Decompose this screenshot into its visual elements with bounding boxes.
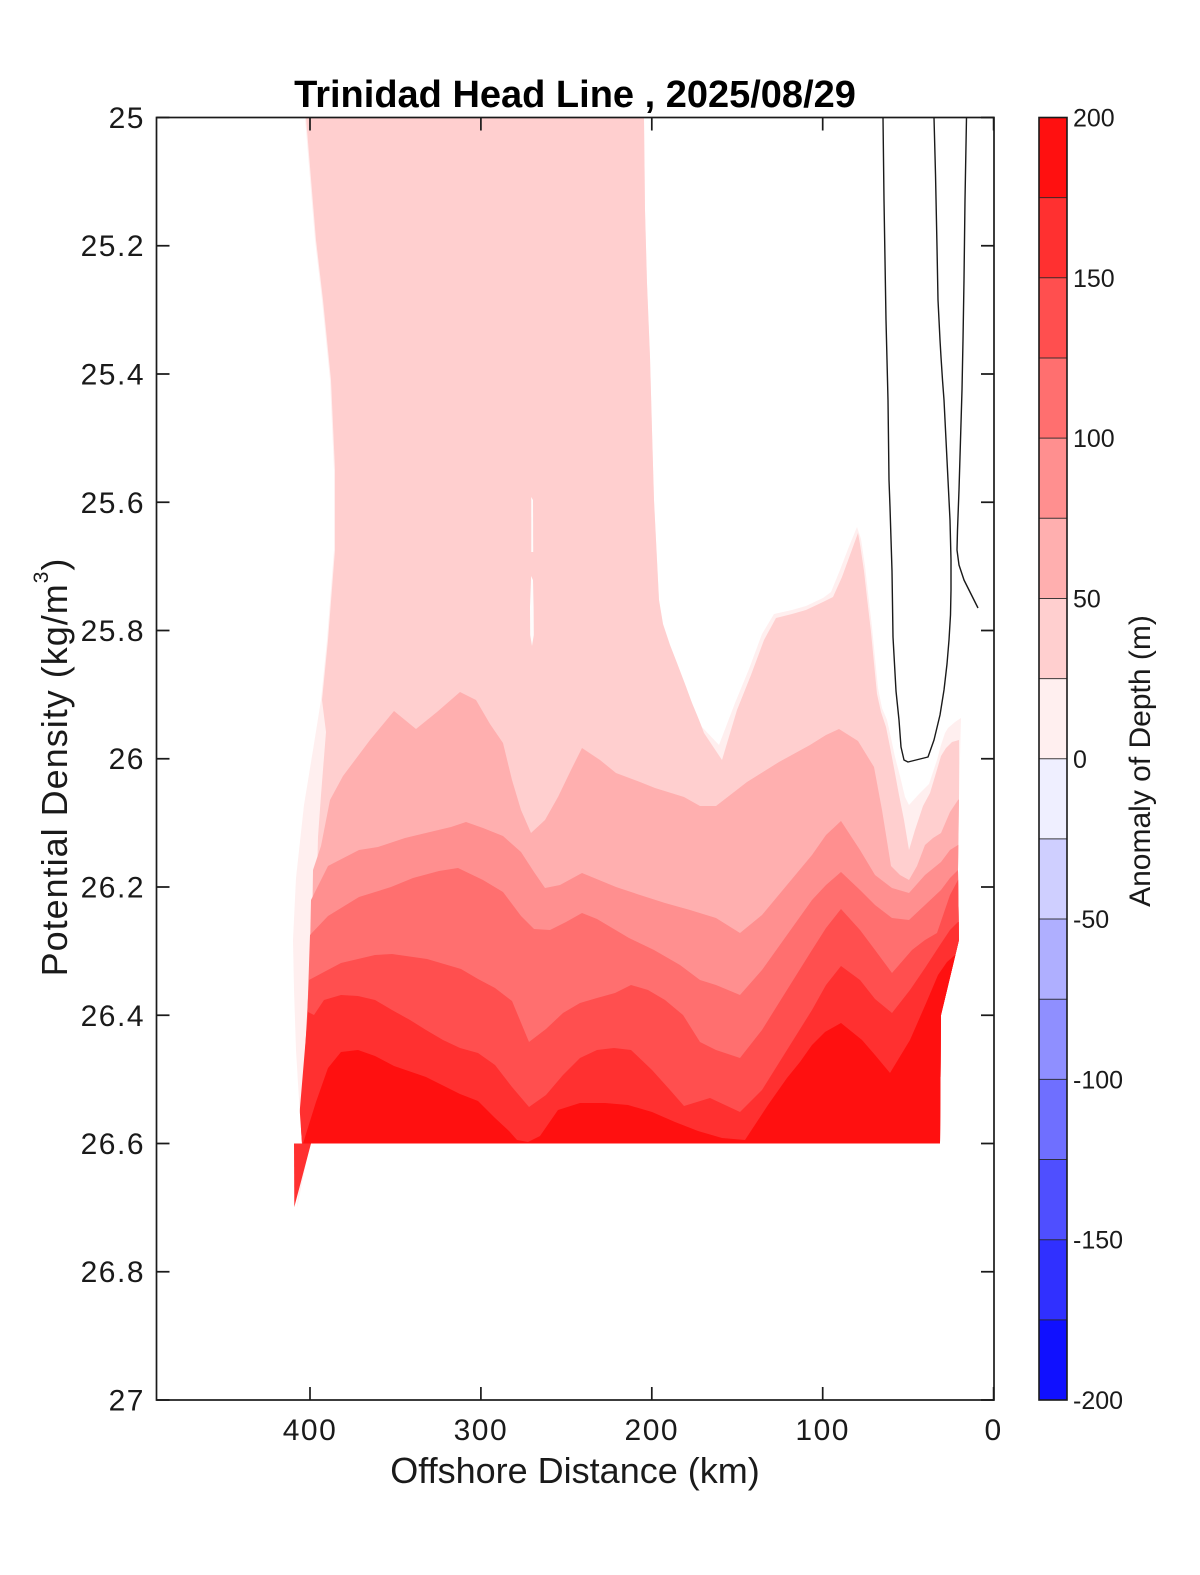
svg-text:100: 100 (795, 1414, 850, 1447)
svg-text:-150: -150 (1073, 1227, 1123, 1255)
svg-text:25.6: 25.6 (81, 487, 145, 520)
svg-text:150: 150 (1073, 265, 1115, 293)
svg-text:Offshore Distance (km): Offshore Distance (km) (390, 1450, 759, 1491)
svg-text:-50: -50 (1073, 906, 1109, 934)
svg-text:200: 200 (625, 1414, 680, 1447)
svg-text:Potential Density (kg/m3): Potential Density (kg/m3) (30, 558, 75, 977)
svg-text:25.4: 25.4 (81, 359, 145, 392)
svg-text:50: 50 (1073, 585, 1101, 613)
svg-text:25.8: 25.8 (81, 615, 145, 648)
svg-text:26.6: 26.6 (81, 1128, 145, 1161)
svg-text:Trinidad Head Line , 2025/08/2: Trinidad Head Line , 2025/08/29 (294, 74, 856, 116)
svg-text:100: 100 (1073, 425, 1115, 453)
svg-text:-100: -100 (1073, 1066, 1123, 1094)
svg-text:400: 400 (283, 1414, 338, 1447)
svg-text:300: 300 (454, 1414, 509, 1447)
svg-text:26: 26 (109, 743, 145, 776)
svg-text:200: 200 (1073, 105, 1115, 133)
svg-text:27: 27 (109, 1385, 145, 1418)
svg-text:-200: -200 (1073, 1387, 1123, 1415)
svg-text:26.4: 26.4 (81, 1000, 145, 1033)
svg-text:25.2: 25.2 (81, 230, 145, 263)
svg-text:26.2: 26.2 (81, 872, 145, 905)
svg-text:26.8: 26.8 (81, 1256, 145, 1289)
svg-text:0: 0 (985, 1414, 1003, 1447)
svg-text:Anomaly of Depth (m): Anomaly of Depth (m) (1124, 615, 1157, 907)
svg-text:0: 0 (1073, 746, 1087, 774)
svg-text:25: 25 (109, 102, 145, 135)
